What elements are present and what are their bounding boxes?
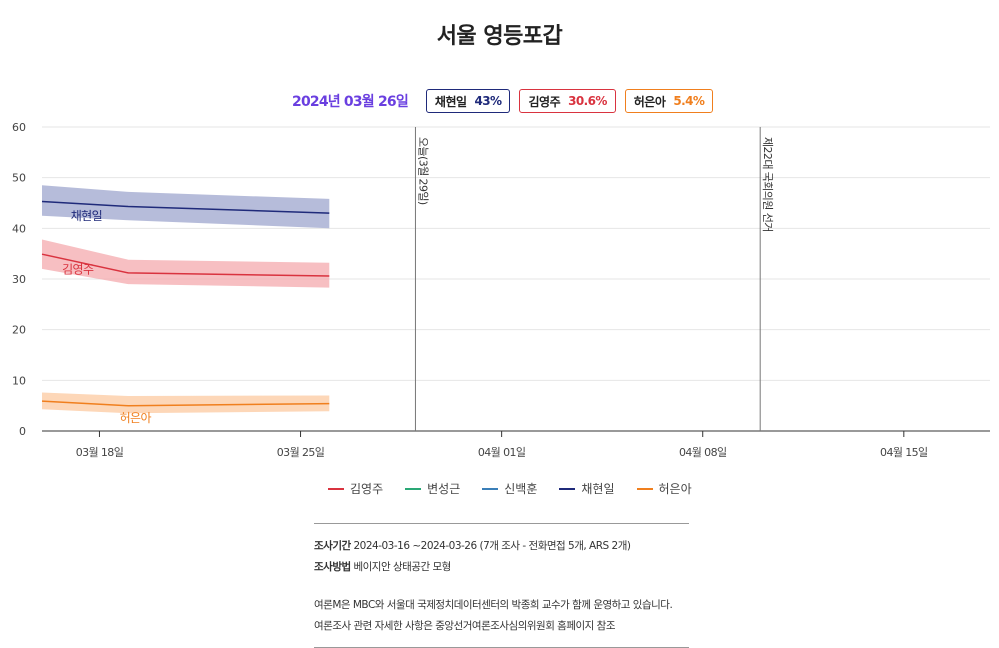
- period-label: 조사기간: [314, 540, 351, 552]
- survey-date: 2024년 03월 26일: [292, 94, 409, 110]
- method-label: 조사방법: [314, 561, 351, 573]
- notes-line-1: 여론M은 MBC와 서울대 국제정치데이터센터의 박종희 교수가 함께 운영하고…: [314, 599, 673, 611]
- legend-swatch: [636, 487, 653, 490]
- badge-name: 김영주: [528, 94, 561, 109]
- legend-label: 신백훈: [504, 482, 538, 496]
- legend-label: 채현일: [581, 482, 615, 496]
- x-tick-label: 03월 25일: [277, 445, 325, 459]
- legend-swatch: [559, 487, 576, 490]
- y-tick-label: 40: [12, 222, 26, 235]
- legend-item-2[interactable]: 변성근: [405, 480, 460, 497]
- series-line: [41, 400, 330, 407]
- series-line: [41, 200, 330, 214]
- x-tick-label: 03월 18일: [76, 445, 124, 459]
- legend-label: 변성근: [427, 482, 461, 496]
- y-tick-label: 20: [12, 324, 26, 337]
- poll-trend-chart: 0 10 20 30 40 50 60 03월 18일 03월 25일 04월 01일 04월 08…: [12, 121, 990, 459]
- y-tick-label: 50: [12, 172, 26, 185]
- notes-line-2: 여론조사 관련 자세한 사항은 중앙선거여론조사심의위원회 홈페이지 참조: [314, 620, 616, 632]
- legend-item-1[interactable]: 김영주: [328, 480, 383, 497]
- badge-name: 허은아: [633, 94, 666, 109]
- legend-label: 김영주: [350, 482, 384, 496]
- x-tick-label: 04월 08일: [679, 445, 727, 459]
- survey-method: 조사방법 베이지안 상태공간 모형: [314, 557, 689, 578]
- period-value: 2024-03-16 ~2024-03-26 (7개 조사 - 전화면접 5개,…: [353, 540, 631, 552]
- x-tick-label: 04월 01일: [478, 445, 526, 459]
- badge-percent: 30.6%: [568, 94, 607, 108]
- badge-candidate-1: 채현일 43%: [425, 89, 511, 113]
- y-tick-label: 60: [12, 121, 26, 134]
- legend-label: 허은아: [658, 482, 692, 496]
- badge-candidate-2: 김영주 30.6%: [519, 89, 616, 113]
- badge-percent: 5.4%: [673, 94, 705, 108]
- badge-name: 채현일: [434, 94, 467, 109]
- series-label: 허은아: [120, 411, 152, 425]
- legend-item-3[interactable]: 신백훈: [482, 480, 537, 497]
- series-label: 김영주: [62, 262, 94, 276]
- reference-line-label: 오늘(3월 29일): [416, 137, 430, 205]
- x-tick-label: 04월 15일: [880, 445, 928, 459]
- y-tick-label: 30: [12, 273, 26, 286]
- series-label: 채현일: [71, 209, 102, 223]
- chart-legend: 김영주 변성근 신백훈 채현일 허은아: [328, 480, 692, 497]
- page-title: 서울 영등포갑: [436, 24, 563, 49]
- survey-notes: 조사기간 2024-03-16 ~2024-03-26 (7개 조사 - 전화면…: [314, 523, 689, 648]
- legend-item-5[interactable]: 허은아: [636, 480, 692, 497]
- confidence-band: [42, 392, 330, 414]
- legend-swatch: [328, 487, 344, 490]
- badge-percent: 43%: [474, 94, 503, 108]
- legend-swatch: [482, 487, 499, 490]
- summary-header: 2024년 03월 26일 채현일 43% 김영주 30.6% 허은아 5.4%: [292, 89, 714, 113]
- legend-item-4[interactable]: 채현일: [559, 480, 615, 497]
- y-tick-label: 10: [12, 374, 26, 387]
- badge-candidate-3: 허은아 5.4%: [624, 89, 714, 113]
- y-tick-label: 0: [19, 425, 26, 438]
- survey-period: 조사기간 2024-03-16 ~2024-03-26 (7개 조사 - 전화면…: [314, 536, 689, 557]
- confidence-band: [42, 185, 330, 229]
- method-value: 베이지안 상태공간 모형: [353, 561, 451, 573]
- legend-swatch: [405, 487, 422, 490]
- reference-line-label: 제22대 국회의원 선거: [761, 137, 774, 232]
- series-line: [41, 253, 330, 277]
